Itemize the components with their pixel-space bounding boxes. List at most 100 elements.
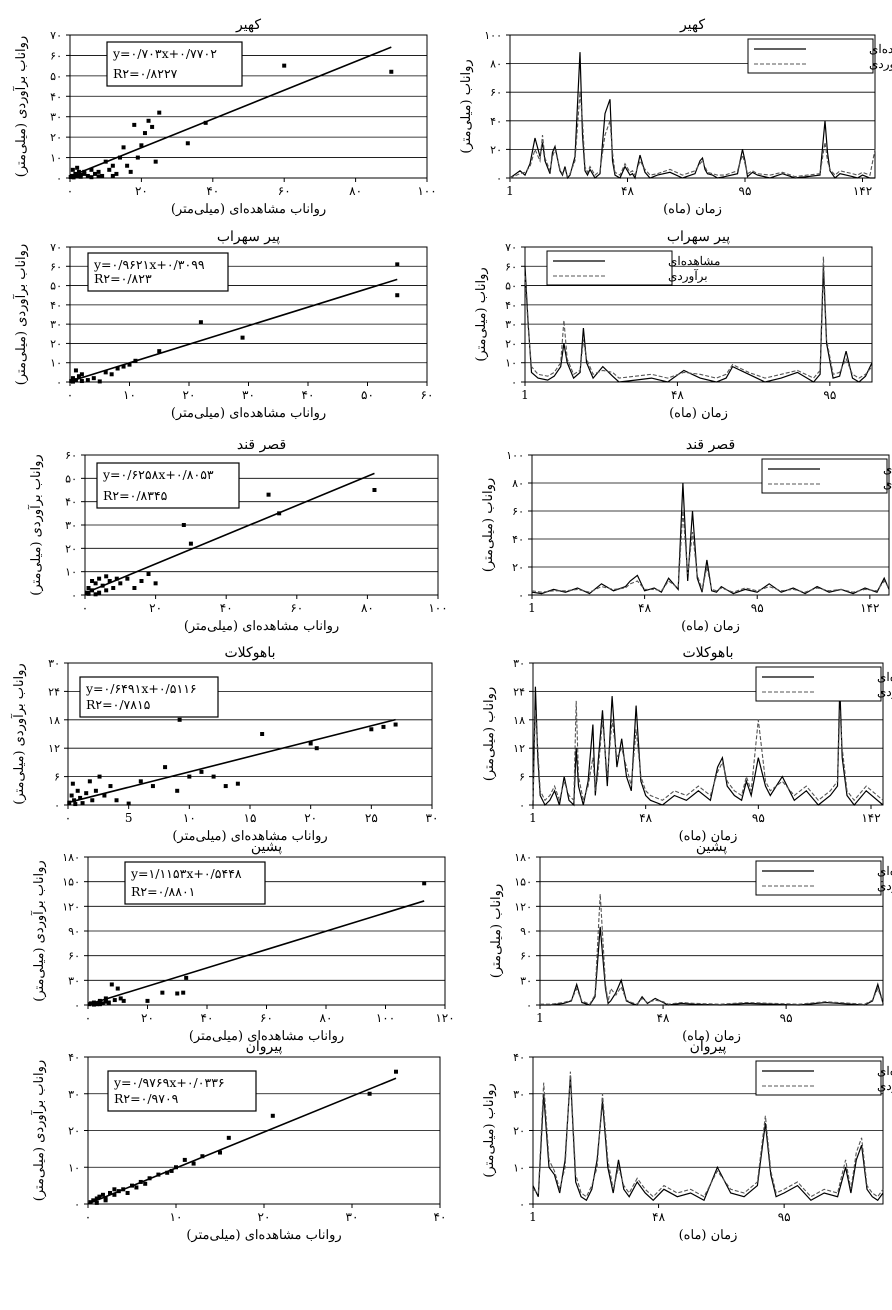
equation-text: y=۰/۹۶۲۱x+۰/۳۰۹۹	[93, 257, 205, 272]
r-squared-text: R۲=۰/۸۳۴۵	[103, 488, 168, 503]
data-point	[146, 118, 151, 123]
timeseries-2-y-tick-label: ۲۰	[505, 337, 517, 350]
data-point	[70, 781, 75, 786]
data-point	[143, 1181, 148, 1186]
timeseries-4-y-tick-label: ۱۲	[513, 742, 525, 755]
scatter-3-x-tick-label: ۶۰	[290, 601, 303, 615]
legend-observed-label: مشاهده‌ای	[883, 462, 892, 476]
estimated-series-line	[524, 256, 873, 379]
scatter-3-y-tick-label: ۴۰	[65, 496, 77, 509]
legend-estimated-label: برآوردی	[877, 878, 892, 893]
data-point	[87, 779, 92, 784]
scatter-1-y-tick-label: ۰	[56, 172, 62, 185]
legend-estimated-label: برآوردی	[668, 268, 708, 283]
timeseries-4-x-tick-label: ۱۴۲	[861, 811, 880, 825]
scatter-1-x-tick-label: ۲۰	[135, 184, 148, 198]
data-point	[198, 320, 203, 325]
timeseries-y-label: رواناب (میلی‌متر)	[482, 687, 497, 781]
data-point	[156, 1172, 161, 1177]
scatter-x-label: رواناب مشاهده‌ای (میلی‌متر)	[172, 829, 327, 844]
data-point	[211, 774, 216, 779]
timeseries-title: پشین	[696, 839, 727, 855]
data-point	[114, 171, 119, 176]
timeseries-6-y-tick-label: ۰	[519, 1198, 525, 1211]
scatter-4-y-tick-label: ۶	[54, 771, 60, 784]
data-point	[163, 765, 168, 770]
data-point	[73, 171, 78, 176]
scatter-y-label: رواناب برآوردی (میلی‌متر)	[30, 860, 47, 1001]
scatter-2-x-tick-label: ۲۰	[183, 388, 196, 402]
scatter-2-y-tick-label: ۲۰	[50, 337, 62, 350]
scatter-title: باهوکلات	[225, 645, 276, 661]
legend-observed-label: مشاهده‌ای	[869, 42, 892, 56]
legend-observed-label: مشاهده‌ای	[877, 670, 892, 684]
scatter-6-x-tick-label: ۳۰	[346, 1210, 359, 1224]
data-point	[393, 722, 398, 727]
data-point	[134, 1185, 139, 1190]
data-point	[160, 990, 165, 995]
timeseries-1-x-tick-label: ۴۸	[621, 184, 634, 198]
data-point	[114, 576, 119, 581]
data-point	[260, 732, 265, 736]
trend-line	[69, 46, 392, 178]
timeseries-2-y-tick-label: ۵۰	[505, 280, 517, 293]
data-point	[89, 167, 94, 172]
scatter-1-y-tick-label: ۶۰	[50, 49, 62, 62]
timeseries-3-y-tick-label: ۸۰	[512, 477, 524, 490]
scatter-x-label: رواناب مشاهده‌ای (میلی‌متر)	[171, 202, 326, 217]
data-point	[109, 982, 114, 987]
timeseries-2-y-tick-label: ۳۰	[505, 318, 517, 331]
timeseries-panel-1: ۰ ۲۰ ۴۰ ۶۰ ۸۰ ۱۰۰ 1 ۴۸ ۹۵ ۱۴۲ کهیر زمان (ماه) رواناب…	[459, 17, 892, 217]
data-point	[97, 590, 102, 595]
scatter-y-label: رواناب برآوردی (میلی‌متر)	[30, 1060, 47, 1201]
timeseries-title: پیر سهراب	[667, 229, 730, 245]
scatter-6-y-tick-label: ۲۰	[68, 1125, 80, 1138]
data-point	[153, 159, 158, 164]
scatter-panel-3: ۰ ۱۰ ۲۰ ۳۰ ۴۰ ۵۰ ۶۰ ۰ ۲۰ ۴۰ ۶۰ ۸۰ ۱۰۰ قصر قند رواناب م…	[27, 437, 448, 634]
timeseries-5-y-tick-label: ۱۸۰	[514, 851, 532, 864]
data-point	[82, 169, 87, 174]
scatter-1-y-tick-label: ۲۰	[50, 131, 62, 144]
data-point	[282, 63, 287, 68]
data-point	[103, 159, 108, 164]
data-point	[97, 998, 102, 1003]
data-point	[85, 378, 90, 383]
timeseries-6-y-tick-label: ۳۰	[513, 1088, 525, 1101]
timeseries-5-x-tick-label: ۴۸	[657, 1011, 670, 1025]
timeseries-4-y-tick-label: ۰	[519, 799, 525, 812]
timeseries-3-y-tick-label: ۲۰	[512, 561, 524, 574]
data-point	[381, 724, 386, 729]
equation-text: y=۰/۷۰۳x+۰/۷۷۰۲	[112, 46, 217, 61]
data-point	[133, 358, 138, 363]
scatter-3-x-tick-label: ۲۰	[149, 601, 162, 615]
estimated-series-line	[532, 1071, 884, 1198]
data-point	[82, 171, 87, 176]
estimated-series-line	[532, 700, 884, 803]
scatter-2-x-tick-label: ۵۰	[361, 388, 374, 402]
legend-estimated-label: برآوردی	[869, 56, 892, 71]
legend-box	[755, 1060, 882, 1096]
data-point	[175, 788, 180, 793]
data-point	[112, 1192, 117, 1197]
data-point	[150, 124, 155, 129]
data-point	[308, 741, 313, 746]
timeseries-6-x-tick-label: 1	[529, 1210, 537, 1224]
equation-box	[107, 1070, 257, 1112]
data-point	[389, 69, 394, 74]
estimated-series-line	[531, 510, 890, 593]
timeseries-x-label: زمان (ماه)	[681, 619, 740, 634]
data-point	[108, 1190, 112, 1195]
scatter-4-x-tick-label: ۳۰	[426, 811, 439, 825]
data-point	[184, 975, 189, 980]
timeseries-4-x-tick-label: ۹۵	[752, 811, 765, 825]
timeseries-2-x-tick-label: 1	[521, 388, 529, 402]
data-point	[94, 1002, 99, 1007]
scatter-1-x-tick-label: ۰	[67, 184, 73, 198]
data-point	[218, 1150, 222, 1155]
scatter-5-x-tick-label: ۱۰۰	[376, 1011, 395, 1025]
data-point	[121, 998, 126, 1003]
data-point	[223, 784, 228, 789]
data-point	[103, 1198, 108, 1203]
data-point	[102, 793, 107, 798]
timeseries-2-x-tick-label: ۹۵	[823, 388, 836, 402]
